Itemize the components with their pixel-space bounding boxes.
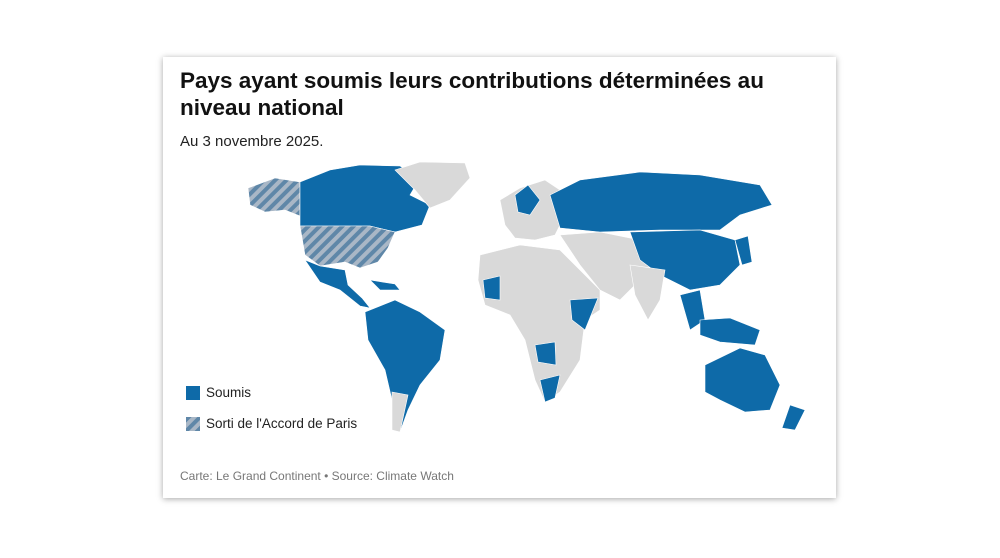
legend-item: Soumis: [186, 385, 251, 400]
subtitle: Au 3 novembre 2025.: [180, 133, 324, 150]
world-map: [247, 161, 806, 433]
legend-label: Sorti de l'Accord de Paris: [206, 416, 358, 431]
legend-label: Soumis: [206, 385, 252, 400]
source: Carte: Le Grand Continent • Source: Clim…: [180, 469, 454, 483]
title: Pays ayant soumis leurs contributions dé…: [180, 68, 764, 120]
legend-swatch: [186, 385, 200, 400]
legend-swatch: [186, 416, 200, 431]
map-card: Pays ayant soumis leurs contributions dé…: [163, 57, 836, 498]
legend-item: Sorti de l'Accord de Paris: [186, 416, 357, 431]
